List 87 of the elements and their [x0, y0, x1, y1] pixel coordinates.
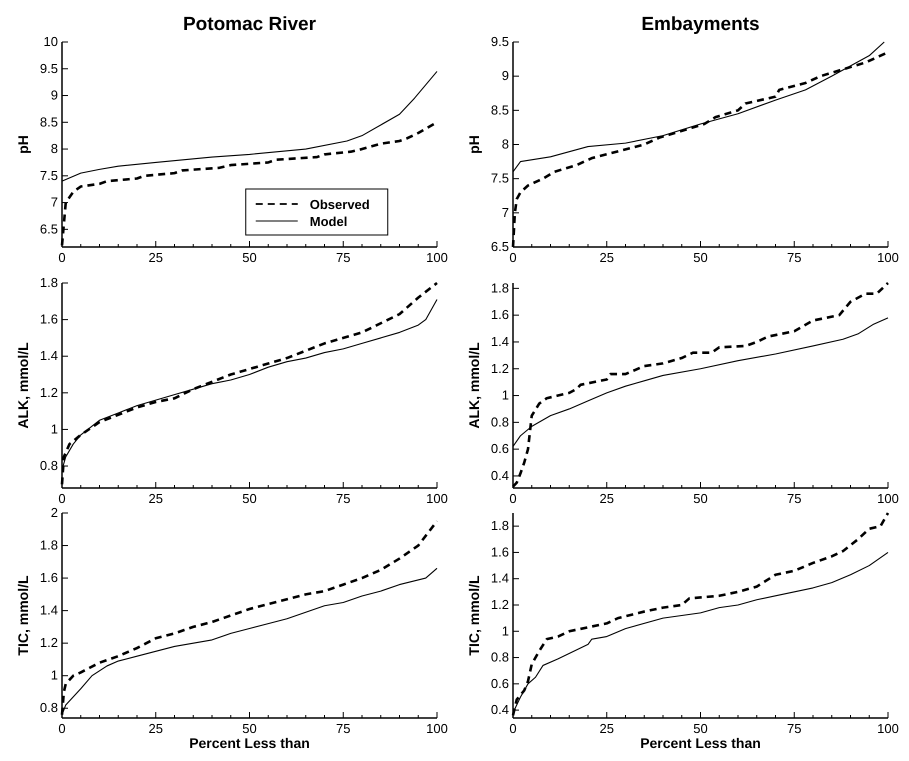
y-axis-title: pH [466, 135, 482, 154]
x-tick-label: 50 [242, 491, 257, 506]
legend-label: Model [310, 214, 348, 229]
y-tick-label: 1.8 [490, 518, 509, 534]
x-axis-title: Percent Less than [189, 735, 310, 751]
x-tick-label: 25 [148, 491, 163, 506]
y-tick-label: 1 [502, 623, 509, 638]
x-axis-title: Percent Less than [640, 735, 761, 751]
y-tick-label: 1.6 [40, 312, 58, 327]
y-tick-label: 1 [50, 421, 58, 436]
x-tick-label: 25 [600, 250, 614, 265]
x-tick-label: 100 [426, 721, 448, 736]
y-tick-label: 1.4 [490, 334, 509, 349]
y-tick-label: 1.2 [490, 596, 509, 612]
y-tick-label: 9 [50, 88, 58, 103]
y-axis-title: ALK, mmol/L [466, 342, 482, 429]
x-tick-label: 100 [426, 491, 448, 506]
y-tick-label: 8.5 [40, 114, 58, 130]
y-tick-label: 1.2 [490, 360, 509, 376]
x-tick-label: 50 [693, 250, 708, 265]
y-tick-label: 0.4 [490, 702, 509, 718]
y-axis-title: TIC, mmol/L [15, 575, 31, 656]
x-tick-label: 100 [877, 491, 899, 506]
x-tick-label: 25 [600, 491, 614, 506]
x-tick-label: 100 [877, 250, 899, 265]
x-tick-label: 0 [509, 250, 517, 265]
y-tick-label: 9 [502, 68, 509, 84]
y-tick-label: 10 [44, 34, 58, 49]
chart-title: Potomac River [182, 14, 317, 35]
x-tick-label: 50 [693, 491, 708, 506]
x-tick-label: 100 [426, 250, 448, 265]
x-tick-label: 75 [787, 491, 802, 506]
x-tick-label: 50 [693, 721, 708, 736]
y-tick-label: 1.4 [40, 602, 58, 618]
y-tick-label: 2 [50, 505, 58, 520]
y-tick-label: 0.6 [490, 676, 509, 691]
y-tick-label: 0.4 [490, 468, 509, 483]
y-tick-label: 1.2 [40, 384, 58, 400]
y-tick-label: 6.5 [490, 239, 509, 254]
y-tick-label: 1.6 [40, 570, 58, 586]
y-tick-label: 8 [50, 141, 58, 156]
y-tick-label: 9.5 [490, 34, 509, 49]
x-tick-label: 0 [58, 250, 66, 265]
y-tick-label: 8 [502, 136, 509, 152]
x-tick-label: 100 [877, 721, 899, 736]
line-series [512, 512, 890, 717]
y-tick-label: 1 [502, 388, 509, 403]
y-tick-label: 9.5 [40, 60, 58, 76]
y-tick-label: 6.5 [40, 221, 58, 236]
y-tick-label: 0.8 [40, 700, 58, 716]
y-tick-label: 7.5 [490, 170, 509, 186]
y-axis-title: TIC, mmol/L [466, 575, 482, 656]
y-tick-label: 1.6 [490, 544, 509, 560]
y-tick-label: 1.6 [490, 307, 509, 322]
y-tick-label: 0.8 [490, 414, 509, 430]
x-tick-label: 75 [336, 250, 350, 265]
x-tick-label: 75 [787, 721, 802, 736]
y-tick-label: 7 [50, 194, 58, 210]
y-tick-label: 1.8 [40, 538, 58, 553]
y-tick-label: 1 [50, 668, 58, 683]
y-tick-label: 1.2 [40, 635, 58, 650]
x-tick-label: 50 [242, 721, 257, 736]
y-tick-label: 7 [502, 204, 509, 220]
x-tick-label: 75 [336, 721, 350, 736]
y-axis-title: ALK, mmol/L [15, 342, 31, 429]
y-tick-label: 7.5 [40, 168, 58, 183]
y-tick-label: 1.8 [490, 280, 509, 296]
y-tick-label: 1.8 [40, 275, 58, 290]
x-tick-label: 0 [509, 491, 517, 506]
y-tick-label: 0.8 [40, 458, 58, 474]
x-tick-label: 25 [148, 250, 163, 265]
x-tick-label: 75 [336, 491, 350, 506]
y-tick-label: 1.4 [490, 570, 509, 586]
y-axis-title: pH [15, 135, 31, 154]
x-tick-label: 0 [58, 721, 66, 736]
x-tick-label: 0 [509, 721, 517, 736]
x-tick-label: 75 [787, 250, 802, 265]
y-tick-label: 0.8 [490, 650, 509, 665]
y-tick-label: 8.5 [490, 102, 509, 118]
x-tick-label: 25 [148, 721, 163, 736]
x-tick-label: 25 [600, 721, 614, 736]
legend-label: Observed [310, 197, 370, 212]
y-tick-label: 0.6 [490, 441, 509, 456]
chart-title: Embayments [641, 14, 760, 35]
y-tick-label: 1.4 [40, 348, 58, 364]
x-tick-label: 0 [58, 491, 66, 506]
x-tick-label: 50 [242, 250, 257, 265]
